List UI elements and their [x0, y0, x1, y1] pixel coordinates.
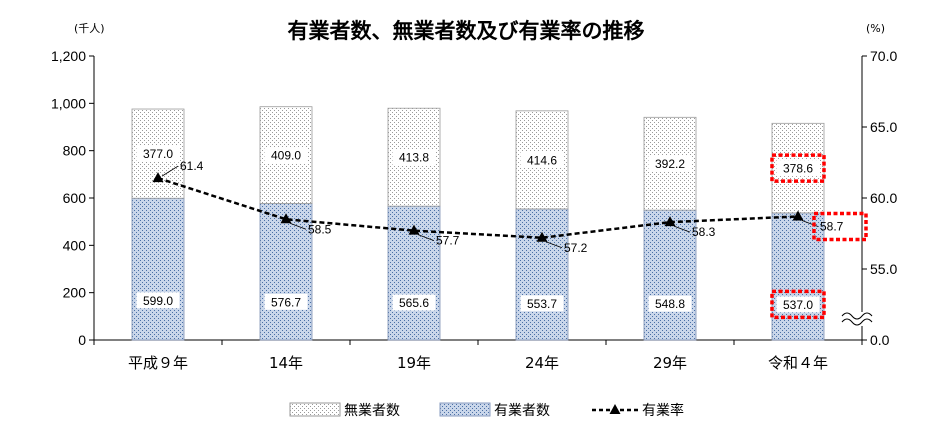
employed-bar — [259, 203, 313, 341]
employed-value-label-bg — [392, 294, 436, 311]
rate-value-label: 57.2 — [564, 241, 588, 255]
nonemployed-value-label: 378.6 — [783, 162, 813, 176]
nonemployed-value-label: 413.8 — [399, 151, 429, 165]
nonemployed-value-label: 377.0 — [143, 147, 173, 161]
legend-label-employed: 有業者数 — [494, 403, 550, 419]
rate-value-label: 58.3 — [692, 225, 716, 239]
left-tick-label: 400 — [63, 237, 87, 253]
axis-break-mark — [841, 312, 873, 320]
rate-value-label: 58.5 — [308, 222, 332, 236]
employed-bar — [643, 209, 697, 341]
employed-value-label: 599.0 — [143, 294, 173, 308]
right-axis-unit: (%) — [866, 22, 885, 35]
left-axis-unit: (千人) — [74, 22, 105, 35]
nonemployed-value-label-bg — [648, 155, 692, 172]
category-label: 令和４年 — [768, 354, 828, 372]
legend-swatch-employed — [439, 402, 491, 417]
employed-value-label: 548.8 — [655, 297, 685, 311]
nonemployed-value-label: 392.2 — [655, 157, 685, 171]
rate-line — [157, 176, 799, 240]
employed-value-label-bg — [136, 292, 180, 309]
rate-value-label: 58.7 — [820, 219, 844, 233]
chart-title: 有業者数、無業者数及び有業率の推移 — [288, 19, 645, 43]
employed-bar — [515, 208, 569, 341]
left-tick-label: 1,000 — [51, 95, 86, 111]
employed-value-label: 537.0 — [783, 298, 813, 312]
right-tick-label: 70.0 — [870, 48, 897, 64]
nonemployed-value-label: 409.0 — [271, 149, 301, 163]
rate-leader-line — [417, 234, 435, 242]
right-tick-label: 55.0 — [870, 261, 897, 277]
legend: 無業者数 有業者数 有業率 — [289, 402, 684, 419]
employed-value-label-bg — [648, 295, 692, 312]
employed-bar — [131, 197, 185, 341]
rate-leader-line — [673, 225, 691, 233]
employed-value-label-bg — [776, 296, 820, 313]
rate-value-label: 61.4 — [180, 159, 204, 173]
employed-value-label: 565.6 — [399, 296, 429, 310]
rate-leader-line — [545, 241, 563, 249]
legend-swatch-nonemployed — [289, 402, 341, 417]
rate-leader-line — [289, 222, 307, 230]
right-tick-label: 0.0 — [870, 332, 890, 348]
plot-area: 599.0 377.0 576.7 409.0 565.6 413.8 553.7 414.6… — [131, 106, 868, 341]
legend-label-nonemployed: 無業者数 — [344, 403, 400, 419]
rate-marker — [664, 216, 676, 227]
nonemployed-value-label-bg — [264, 147, 308, 164]
employed-value-label-bg — [264, 293, 308, 310]
left-tick-label: 800 — [63, 143, 87, 159]
right-tick-label: 65.0 — [870, 119, 897, 135]
left-tick-label: 600 — [63, 190, 87, 206]
highlight-box — [770, 153, 826, 183]
category-label: 19年 — [397, 354, 431, 372]
employed-value-label: 576.7 — [271, 295, 301, 309]
employed-bar — [771, 212, 825, 341]
nonemployed-value-label: 414.6 — [527, 153, 557, 167]
left-tick-label: 200 — [63, 285, 87, 301]
axis-break-mark — [841, 318, 873, 326]
category-label: 24年 — [525, 354, 559, 372]
rate-leader-line — [161, 165, 179, 177]
rate-marker — [408, 224, 420, 235]
nonemployed-value-label-bg — [520, 151, 564, 168]
rate-value-label: 57.7 — [436, 234, 460, 248]
rate-marker — [280, 213, 292, 224]
nonemployed-value-label-bg — [776, 160, 820, 177]
rate-marker — [536, 231, 548, 242]
rate-marker — [792, 210, 804, 221]
employed-value-label: 553.7 — [527, 297, 557, 311]
nonemployed-value-label-bg — [136, 145, 180, 162]
category-label: 平成９年 — [128, 354, 188, 372]
left-tick-label: 0 — [78, 332, 86, 348]
highlight-box — [770, 289, 826, 320]
legend-swatch-rate-marker — [609, 404, 621, 414]
category-label: 29年 — [653, 354, 687, 372]
right-tick-label: 60.0 — [870, 190, 897, 206]
rate-marker — [152, 172, 164, 183]
nonemployed-value-label-bg — [392, 149, 436, 166]
legend-label-rate: 有業率 — [642, 402, 684, 419]
left-tick-label: 1,200 — [51, 48, 86, 64]
highlight-box — [812, 211, 868, 242]
employed-value-label-bg — [520, 295, 564, 312]
category-label: 14年 — [269, 354, 303, 372]
